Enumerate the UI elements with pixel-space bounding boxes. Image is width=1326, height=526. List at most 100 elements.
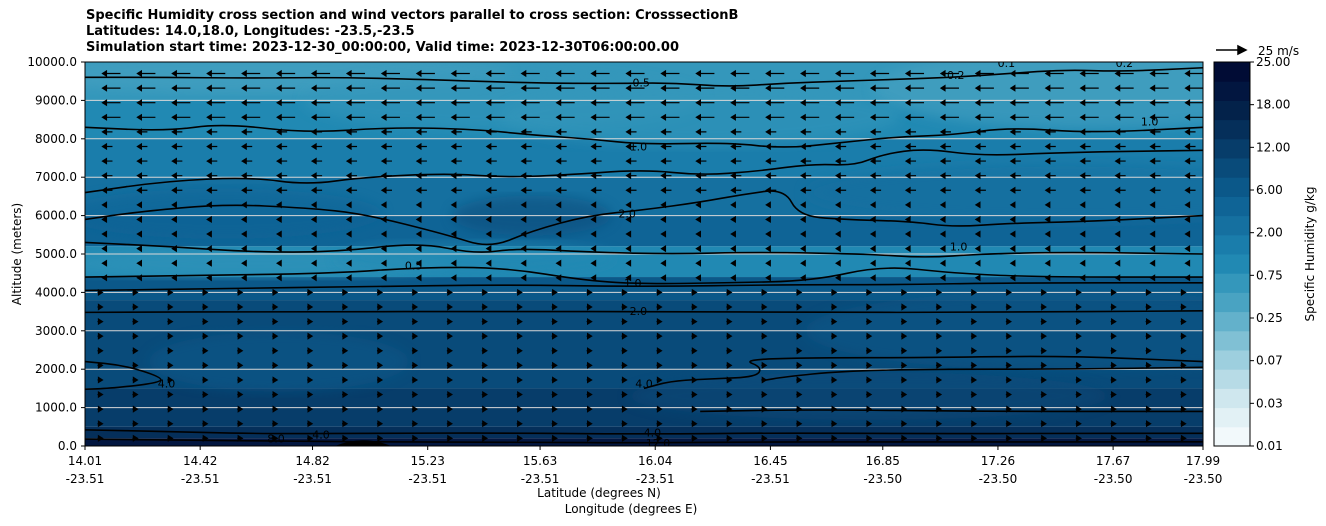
wind-vector — [1079, 128, 1091, 136]
x-tick-label-lat: 15.63 — [523, 454, 557, 468]
wind-vector — [1180, 318, 1187, 326]
wind-vector — [206, 186, 218, 194]
wind-vector — [132, 420, 139, 428]
wind-vector — [376, 332, 384, 340]
wind-vector — [551, 434, 558, 442]
wind-vector — [695, 99, 715, 107]
wind-vector — [691, 361, 698, 369]
wind-vector — [765, 259, 771, 267]
contour-line-0.5 — [85, 66, 1203, 87]
wind-vector — [97, 361, 104, 369]
wind-vector — [307, 361, 314, 369]
wind-vector — [1005, 288, 1012, 296]
x-tick-label-lat: 14.42 — [183, 454, 217, 468]
wind-vector — [307, 303, 314, 311]
wind-vector — [800, 113, 820, 121]
wind-vector — [970, 434, 978, 442]
wind-vector — [869, 157, 882, 165]
wind-vector — [590, 259, 597, 267]
wind-vector — [1079, 259, 1086, 267]
wind-vector — [590, 157, 602, 165]
wind-vector — [660, 201, 667, 209]
wind-vector — [660, 142, 672, 151]
wind-vector — [800, 69, 820, 78]
colorbar-label: Specific Humidity g/kg — [1303, 187, 1317, 322]
wind-vector — [136, 142, 148, 151]
wind-vector — [835, 128, 847, 136]
wind-vector — [970, 303, 978, 311]
x-tick-label-lat: 17.67 — [1096, 454, 1130, 468]
wind-vector — [901, 288, 908, 296]
wind-vector — [904, 172, 917, 180]
wind-vector — [450, 215, 457, 224]
wind-vector — [660, 245, 667, 253]
wind-vector — [516, 361, 523, 369]
filled-band — [85, 426, 1203, 439]
wind-vector — [241, 99, 261, 107]
wind-vector — [970, 288, 978, 296]
wind-vector — [901, 303, 908, 311]
wind-vector — [520, 186, 532, 194]
wind-vector — [974, 230, 981, 238]
wind-vector — [1009, 201, 1016, 209]
wind-vector — [761, 434, 768, 442]
chart-title-line-1: Specific Humidity cross section and wind… — [86, 8, 739, 23]
wind-vector — [206, 128, 218, 136]
wind-vector — [307, 318, 314, 326]
wind-vector — [939, 245, 946, 253]
wind-vector — [970, 390, 978, 399]
wind-vector — [342, 303, 349, 311]
wind-vector — [869, 113, 890, 121]
wind-vector — [237, 303, 244, 311]
wind-vector — [1114, 69, 1134, 78]
wind-vector — [765, 172, 777, 180]
wind-vector — [520, 230, 527, 238]
wind-vector — [660, 259, 667, 267]
wind-vector — [835, 259, 841, 267]
wind-vector — [695, 245, 702, 253]
wind-vector — [869, 99, 890, 107]
x-tick-label-lat: 16.04 — [638, 454, 672, 468]
wind-vector — [1180, 361, 1187, 369]
wind-vector — [345, 274, 352, 282]
y-tick-label: 3000.0 — [35, 324, 77, 338]
wind-vector — [939, 113, 959, 121]
contour-label: 2.0 — [618, 208, 636, 221]
wind-vector — [1005, 347, 1012, 355]
wind-vector — [625, 128, 637, 136]
wind-vector — [1184, 113, 1203, 121]
wind-vector — [342, 361, 349, 369]
wind-vector — [866, 303, 873, 311]
wind-vector — [935, 434, 943, 442]
wind-vector — [625, 84, 645, 92]
wind-vector — [1114, 259, 1121, 267]
wind-vector — [835, 113, 855, 121]
wind-vector — [485, 84, 505, 92]
wind-vector — [481, 434, 488, 442]
wind-vector — [935, 361, 943, 369]
wind-vector — [520, 245, 527, 253]
wind-vector — [450, 201, 457, 209]
wind-vector — [276, 69, 296, 78]
wind-vector — [345, 230, 352, 238]
wind-vector — [276, 99, 296, 107]
wind-vector — [551, 332, 558, 340]
wind-vector — [939, 69, 959, 78]
wind-vector — [485, 172, 497, 180]
wind-vector — [272, 420, 279, 428]
wind-vector — [1079, 69, 1099, 78]
wind-vector — [485, 69, 505, 78]
wind-vector — [101, 259, 108, 267]
wind-vector — [621, 318, 628, 326]
wind-vector — [660, 230, 667, 238]
wind-vector — [1110, 347, 1117, 355]
wind-vector — [202, 390, 209, 399]
wind-vector — [307, 390, 314, 399]
colorbar-segment — [1214, 350, 1250, 370]
wind-vector — [310, 128, 323, 136]
wind-vector — [136, 84, 156, 92]
wind-vector — [796, 347, 803, 355]
wind-vector — [1110, 405, 1117, 413]
wind-vector — [342, 376, 349, 384]
wind-vector — [136, 274, 143, 282]
